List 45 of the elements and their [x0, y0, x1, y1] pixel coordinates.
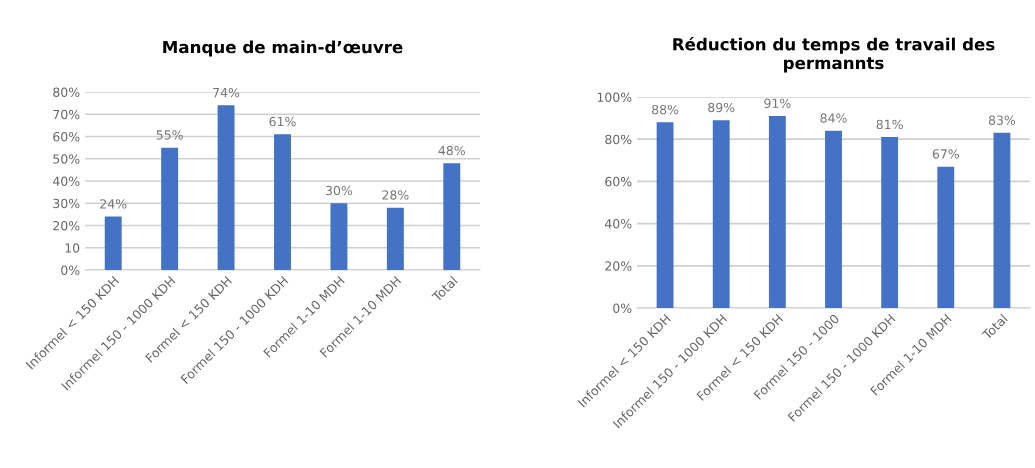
y-tick-label: 20% — [605, 261, 632, 271]
data-label: 91% — [764, 98, 791, 109]
bar — [993, 132, 1011, 308]
y-tick-label: 50% — [53, 154, 80, 164]
y-tick-label: 60% — [53, 131, 80, 142]
chart-title: Manque de main-d’œuvre — [163, 40, 403, 57]
bar — [768, 115, 786, 308]
y-tick-label: 80% — [53, 87, 80, 97]
data-label: 84% — [820, 113, 847, 123]
y-tick-label: 0% — [613, 303, 632, 313]
bar — [825, 130, 842, 308]
y-tick-label: 10 — [65, 243, 80, 253]
bar — [274, 134, 291, 270]
data-label: 28% — [382, 190, 409, 200]
y-tick-label: 80% — [605, 134, 632, 145]
bar — [937, 166, 955, 308]
bar — [881, 137, 899, 308]
y-tick-label: 0% — [61, 265, 80, 275]
y-tick-label: 40% — [52, 176, 80, 186]
data-label: 24% — [100, 199, 127, 209]
data-label: 89% — [708, 102, 735, 113]
y-tick-label: 30% — [53, 198, 80, 209]
data-label: 88% — [652, 104, 679, 115]
y-tick-label: 60% — [605, 176, 632, 187]
bar — [217, 105, 235, 270]
data-label: 61% — [269, 116, 296, 127]
y-tick-label: 70% — [53, 109, 80, 120]
bar — [104, 216, 122, 270]
data-label: 83% — [988, 115, 1016, 125]
bar — [386, 207, 404, 270]
y-tick-label: 40% — [604, 219, 632, 229]
bar — [161, 147, 179, 270]
y-tick-label: 100% — [597, 92, 632, 102]
y-tick-label: 20% — [53, 220, 80, 231]
data-label: 55% — [156, 130, 183, 140]
bar — [712, 120, 730, 308]
data-label: 67% — [932, 149, 959, 159]
data-label: 30% — [325, 185, 353, 196]
bar — [656, 122, 674, 308]
data-label: 48% — [438, 145, 465, 156]
chart-title: Réduction du temps de travail des permannts — [673, 36, 995, 73]
bar — [443, 163, 461, 270]
bar — [330, 203, 348, 270]
data-label: 81% — [876, 119, 903, 130]
data-label: 74% — [213, 87, 240, 98]
